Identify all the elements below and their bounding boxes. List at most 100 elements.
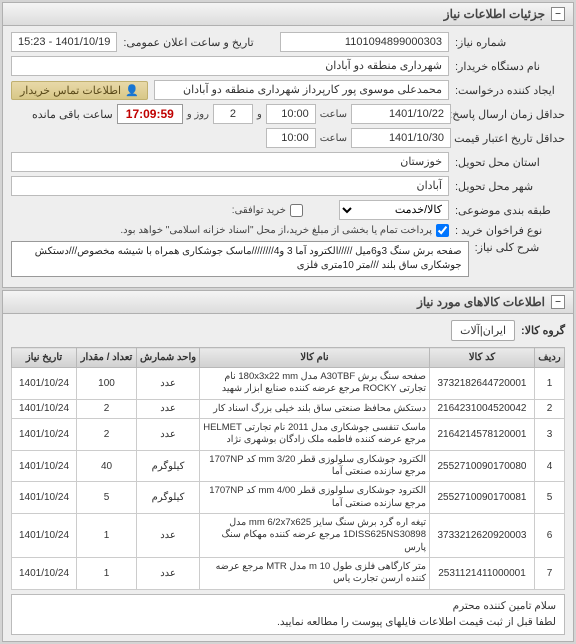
cell-date: 1401/10/24 (12, 450, 77, 482)
countdown-timer: 17:09:59 (117, 104, 183, 124)
cell-name: دستکش محافظ صنعتی ساق بلند خیلی بزرگ اسن… (200, 399, 430, 418)
group-value-box: ایران|آلات (451, 320, 515, 341)
agreement-label: خرید توافقی: (232, 205, 286, 216)
collapse-icon[interactable]: – (551, 7, 565, 21)
cell-code: 2164231004520042 (430, 399, 535, 418)
payment-checkbox[interactable] (436, 224, 449, 237)
collapse-icon-2[interactable]: – (551, 295, 565, 309)
category-select[interactable]: کالا/خدمت (339, 200, 449, 220)
items-panel: – اطلاعات کالاهای مورد نیاز گروه کالا: ا… (2, 290, 574, 642)
requester-label: ایجاد کننده درخواست: (455, 84, 565, 97)
col-code: کد کالا (430, 348, 535, 368)
cell-name: الکترود جوشکاری سلولوزی قطر mm 4/00 کد 1… (200, 482, 430, 514)
province-label: استان محل تحویل: (455, 156, 565, 169)
table-row[interactable]: 32164214578120001ماسک تنفسی جوشکاری مدل … (12, 419, 565, 451)
table-row[interactable]: 22164231004520042دستکش محافظ صنعتی ساق ب… (12, 399, 565, 418)
buyer-contact-button[interactable]: اطلاعات تماس خریدار (11, 81, 148, 100)
cell-name: ماسک تنفسی جوشکاری مدل 2011 نام تجارتی H… (200, 419, 430, 451)
table-row[interactable]: 42552710090170080الکترود جوشکاری سلولوزی… (12, 450, 565, 482)
need-details-panel: – جزئیات اطلاعات نیاز شماره نیاز: 110109… (2, 2, 574, 288)
category-label: طبقه بندی موضوعی: (455, 204, 565, 217)
cell-qty: 40 (77, 450, 137, 482)
and-label: و (257, 109, 262, 120)
days-remaining: 2 (213, 104, 253, 124)
time-label-2: ساعت (320, 133, 347, 144)
cell-name: الکترود جوشکاری سلولوزی قطر mm 3/20 کد 1… (200, 450, 430, 482)
cell-idx: 7 (535, 558, 565, 590)
cell-unit: عدد (137, 514, 200, 558)
cell-date: 1401/10/24 (12, 558, 77, 590)
payment-note: پرداخت تمام یا بخشی از مبلغ خرید،از محل … (120, 225, 432, 236)
cell-code: 2531121411000001 (430, 558, 535, 590)
cell-idx: 2 (535, 399, 565, 418)
need-no-value: 1101094899000303 (280, 32, 449, 52)
items-title: اطلاعات کالاهای مورد نیاز (417, 295, 545, 309)
cell-idx: 6 (535, 514, 565, 558)
cell-name: تیغه اره گرد برش سنگ سایز mm 6/2x7x625 م… (200, 514, 430, 558)
group-value: ایران|آلات (460, 324, 506, 337)
need-details-body: شماره نیاز: 1101094899000303 تاریخ و ساع… (3, 26, 573, 287)
validity-time: 10:00 (266, 128, 316, 148)
cell-qty: 2 (77, 399, 137, 418)
cell-date: 1401/10/24 (12, 482, 77, 514)
table-row[interactable]: 72531121411000001متر کارگاهی فلزی طول m … (12, 558, 565, 590)
cell-unit: کیلوگرم (137, 450, 200, 482)
buyer-value: شهرداری منطقه دو آبادان (11, 56, 449, 76)
person-icon (125, 84, 139, 97)
cell-unit: عدد (137, 558, 200, 590)
cell-date: 1401/10/24 (12, 368, 77, 400)
table-row[interactable]: 63733212620920003تیغه اره گرد برش سنگ سا… (12, 514, 565, 558)
need-details-title: جزئیات اطلاعات نیاز (444, 7, 545, 21)
deadline-label: حداقل زمان ارسال پاسخ: تا تاریخ: (455, 108, 565, 121)
cell-code: 2552710090170080 (430, 450, 535, 482)
time-label-1: ساعت (320, 109, 347, 120)
deadline-date: 1401/10/22 (351, 104, 451, 124)
validity-date: 1401/10/30 (351, 128, 451, 148)
cell-code: 3733212620920003 (430, 514, 535, 558)
items-header[interactable]: – اطلاعات کالاهای مورد نیاز (3, 291, 573, 314)
cell-idx: 4 (535, 450, 565, 482)
cell-idx: 1 (535, 368, 565, 400)
requester-value: محمدعلی موسوی پور کارپرداز شهرداری منطقه… (154, 80, 449, 100)
cell-code: 3732182644720001 (430, 368, 535, 400)
col-unit: واحد شمارش (137, 348, 200, 368)
city-value: آبادان (11, 176, 449, 196)
announce-label: تاریخ و ساعت اعلان عمومی: (123, 36, 253, 49)
cell-qty: 1 (77, 558, 137, 590)
summary-text: صفحه برش سنگ 3و6میل /////الکترود آما 3 و… (11, 241, 469, 277)
footer-line1: سلام تامین کننده محترم (20, 599, 556, 615)
buyer-label: نام دستگاه خریدار: (455, 60, 565, 73)
cell-qty: 100 (77, 368, 137, 400)
payment-label: نوع فراخوان خرید : (455, 224, 565, 237)
cell-unit: عدد (137, 419, 200, 451)
days-label: روز و (187, 109, 209, 120)
cell-qty: 2 (77, 419, 137, 451)
cell-unit: عدد (137, 399, 200, 418)
announce-value: 1401/10/19 - 15:23 (11, 32, 117, 52)
cell-date: 1401/10/24 (12, 514, 77, 558)
province-value: خوزستان (11, 152, 449, 172)
summary-label: شرح کلی نیاز: (475, 241, 565, 254)
cell-name: صفحه سنگ برش A30TBF مدل 180x3x22 mm نام … (200, 368, 430, 400)
cell-date: 1401/10/24 (12, 419, 77, 451)
col-name: نام کالا (200, 348, 430, 368)
items-header-row: ردیف کد کالا نام کالا واحد شمارش تعداد /… (12, 348, 565, 368)
table-row[interactable]: 13732182644720001صفحه سنگ برش A30TBF مدل… (12, 368, 565, 400)
col-qty: تعداد / مقدار (77, 348, 137, 368)
city-label: شهر محل تحویل: (455, 180, 565, 193)
group-label: گروه کالا: (521, 324, 565, 337)
agreement-checkbox[interactable] (290, 204, 303, 217)
col-date: تاریخ نیاز (12, 348, 77, 368)
validity-label: حداقل تاریخ اعتبار قیمت تا تاریخ: (455, 132, 565, 145)
remaining-label: ساعت باقی مانده (32, 108, 113, 121)
cell-idx: 5 (535, 482, 565, 514)
deadline-time: 10:00 (266, 104, 316, 124)
table-row[interactable]: 52552710090170081الکترود جوشکاری سلولوزی… (12, 482, 565, 514)
items-table: ردیف کد کالا نام کالا واحد شمارش تعداد /… (11, 347, 565, 590)
cell-qty: 1 (77, 514, 137, 558)
cell-idx: 3 (535, 419, 565, 451)
need-details-header[interactable]: – جزئیات اطلاعات نیاز (3, 3, 573, 26)
items-table-wrapper: ستاد ایران ۱۴۰۱-۱۰-۸ ردیف کد کالا نام کا… (11, 347, 565, 590)
buyer-contact-label: اطلاعات تماس خریدار (20, 84, 121, 97)
cell-unit: کیلوگرم (137, 482, 200, 514)
